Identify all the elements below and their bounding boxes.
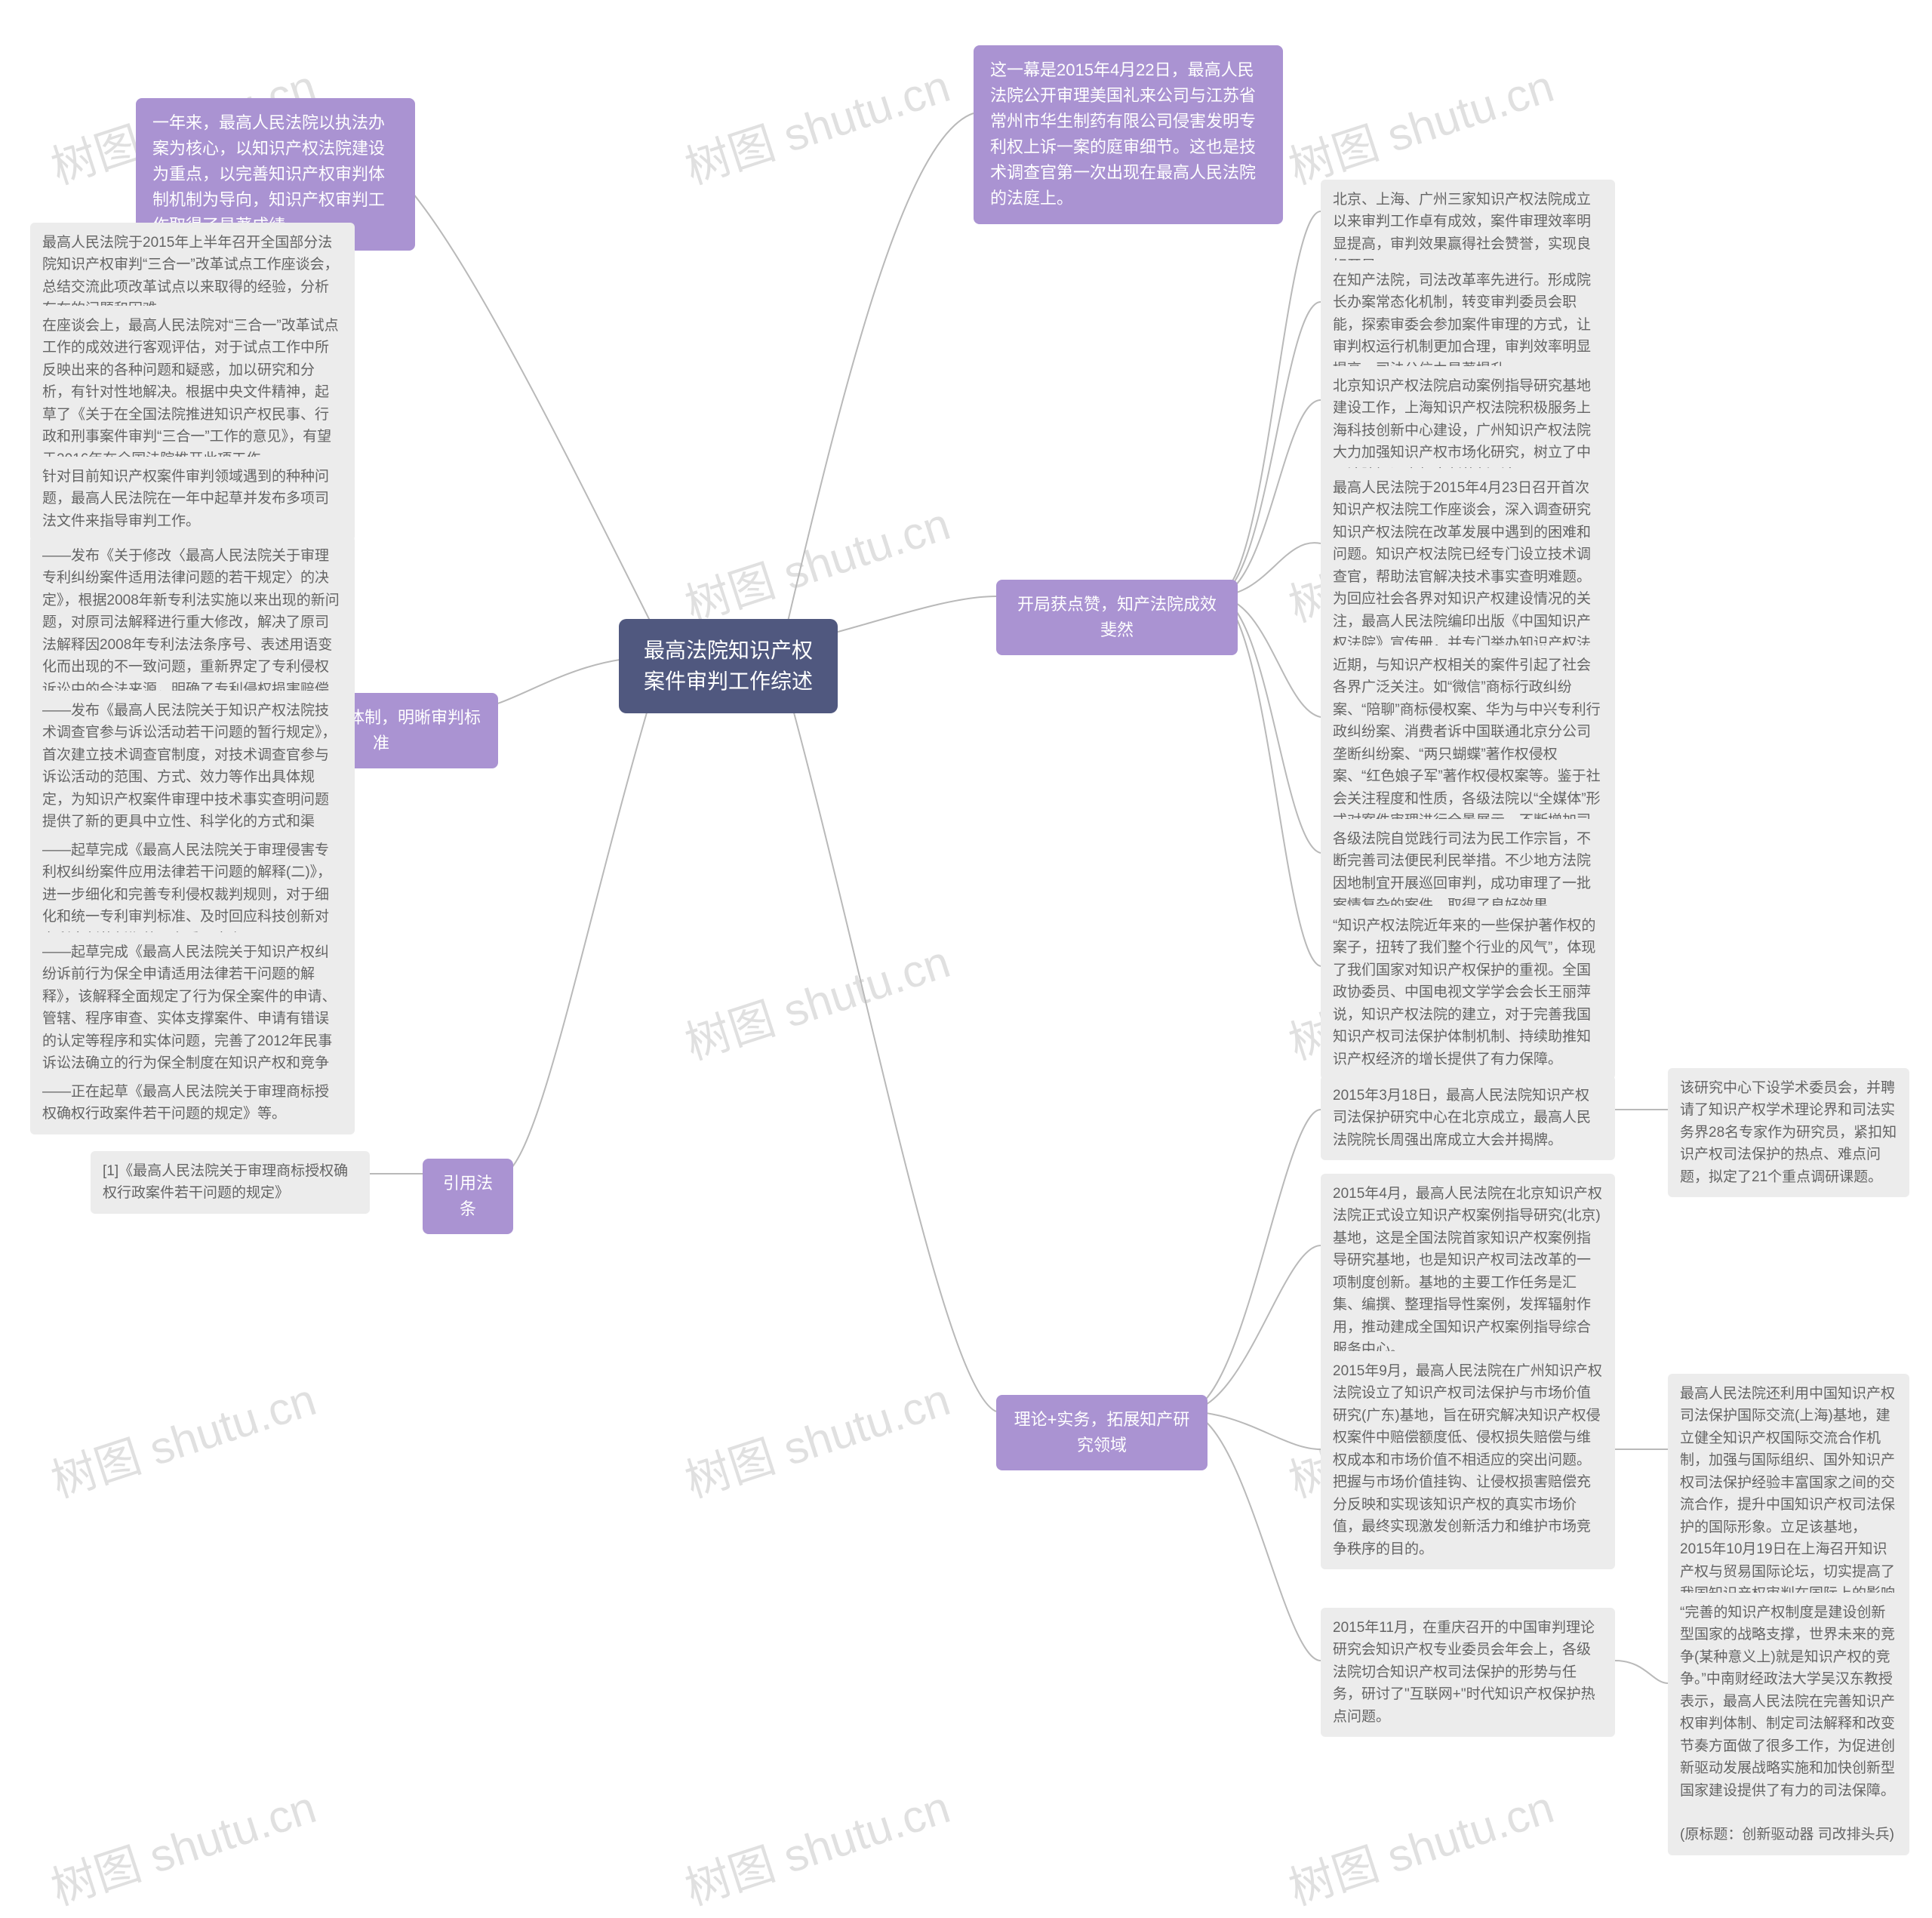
- cite-leaf-0: [1]《最高人民法院关于审理商标授权确权行政案件若干问题的规定》: [91, 1151, 370, 1214]
- branch-right-1: 开局获点赞，知产法院成效斐然: [996, 580, 1238, 655]
- r2-leaf-3-sub: “完善的知识产权制度是建设创新型国家的战略支撑，世界未来的竞争(某种意义上)就是…: [1668, 1593, 1909, 1855]
- r2-leaf-2: 2015年9月，最高人民法院在广州知识产权法院设立了知识产权司法保护与市场价值研…: [1321, 1351, 1615, 1569]
- branch-right-2: 理论+实务，拓展知产研究领域: [996, 1395, 1208, 1470]
- intro-right: 这一幕是2015年4月22日，最高人民法院公开审理美国礼来公司与江苏省常州市华生…: [974, 45, 1283, 224]
- watermark: 树图 shutu.cn: [42, 1363, 323, 1510]
- left-leaf-1: 在座谈会上，最高人民法院对“三合一”改革试点工作的成效进行客观评估，对于试点工作…: [30, 306, 355, 479]
- r2-leaf-3: 2015年11月，在重庆召开的中国审判理论研究会知识产权专业委员会年会上，各级法…: [1321, 1608, 1615, 1737]
- watermark: 树图 shutu.cn: [675, 1363, 957, 1510]
- watermark: 树图 shutu.cn: [675, 488, 957, 635]
- center-node: 最高法院知识产权案件审判工作综述: [619, 619, 838, 713]
- watermark: 树图 shutu.cn: [1279, 50, 1561, 197]
- watermark: 树图 shutu.cn: [675, 925, 957, 1073]
- left-leaf-7: ——正在起草《最高人民法院关于审理商标授权确权行政案件若干问题的规定》等。: [30, 1072, 355, 1134]
- watermark: 树图 shutu.cn: [675, 1771, 957, 1918]
- r1-leaf-6: “知识产权法院近年来的一些保护著作权的案子，扭转了我们整个行业的风气”，体现了我…: [1321, 906, 1615, 1079]
- branch-cite: 引用法条: [423, 1159, 513, 1234]
- watermark: 树图 shutu.cn: [42, 1771, 323, 1918]
- r2-leaf-1: 2015年4月，最高人民法院在北京知识产权法院正式设立知识产权案例指导研究(北京…: [1321, 1174, 1615, 1370]
- left-leaf-2: 针对目前知识产权案件审判领域遇到的种种问题，最高人民法院在一年中起草并发布多项司…: [30, 457, 355, 541]
- r2-leaf-0: 2015年3月18日，最高人民法院知识产权司法保护研究中心在北京成立，最高人民法…: [1321, 1076, 1615, 1160]
- r2-leaf-0-sub: 该研究中心下设学术委员会，并聘请了知识产权学术理论界和司法实务界28名专家作为研…: [1668, 1068, 1909, 1197]
- watermark: 树图 shutu.cn: [1279, 1771, 1561, 1918]
- watermark: 树图 shutu.cn: [675, 50, 957, 197]
